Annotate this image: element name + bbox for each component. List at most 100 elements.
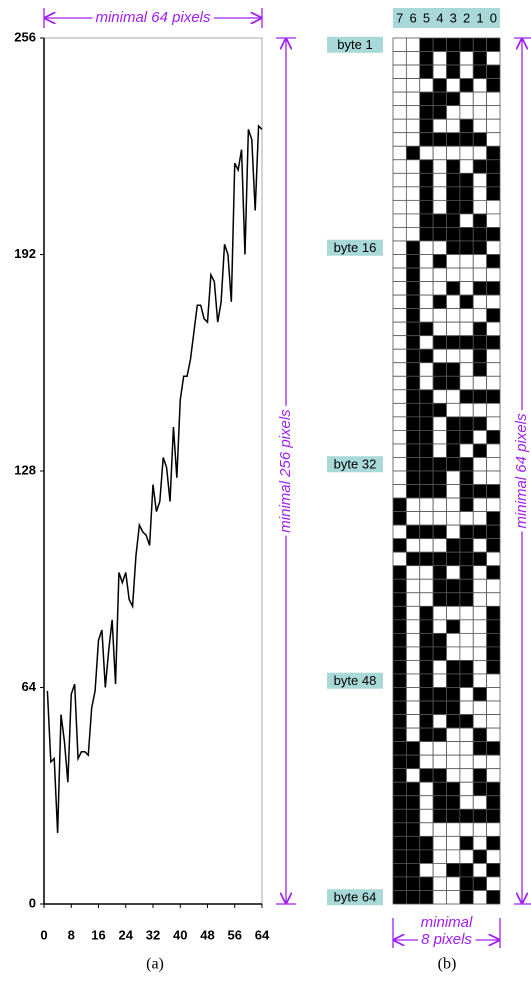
bit-cell: [472, 524, 488, 540]
bit-cell: [486, 538, 501, 553]
bit-cell: [432, 605, 447, 621]
bit-cell: [446, 673, 461, 688]
bit-cell: [405, 822, 421, 837]
bit-cell: [472, 321, 488, 337]
bit-cell: [392, 375, 407, 391]
bit-cell: [392, 863, 407, 878]
bit-cell: [419, 497, 434, 512]
bit-cell: [446, 132, 461, 147]
bit-cell: [459, 105, 474, 120]
bit-cell: [432, 213, 447, 228]
bit-cell: [405, 524, 421, 540]
bit-cell: [459, 78, 474, 93]
bit-cell: [419, 808, 434, 824]
bit-cell: [459, 457, 474, 472]
bit-cell: [459, 497, 474, 512]
bit-cell: [446, 660, 461, 675]
bit-cell: [432, 538, 447, 553]
bit-cell: [432, 646, 447, 661]
bit-cell: [486, 687, 501, 702]
bit-cell: [486, 118, 501, 134]
bit-cell: [472, 890, 488, 905]
bit-cell: [459, 186, 474, 201]
bit-cell: [432, 64, 447, 79]
bit-cell: [486, 78, 501, 93]
bit-cell: [472, 389, 488, 404]
bit-cell: [405, 700, 421, 715]
bit-cell: [472, 660, 488, 675]
bit-cell: [419, 321, 434, 337]
bit-cell: [472, 362, 488, 377]
bit-cell: [419, 578, 434, 594]
bit-cell: [459, 890, 474, 905]
bit-cell: [405, 37, 421, 52]
bit-cell: [432, 619, 447, 634]
bit-cell: [419, 64, 434, 79]
bit-cell: [392, 294, 407, 310]
bit-cell: [446, 592, 461, 607]
bit-cell: [405, 294, 421, 310]
bit-cell: [446, 254, 461, 269]
bit-cell: [472, 240, 488, 255]
bit-cell: [472, 497, 488, 512]
bit-cell: [392, 132, 407, 147]
bit-cell: [459, 565, 474, 580]
bit-cell: [432, 227, 447, 242]
bit-cell: [472, 727, 488, 743]
byte-label-bg: [327, 239, 383, 256]
caption: (b): [438, 956, 457, 973]
bit-cell: [459, 172, 474, 188]
bit-cell: [392, 199, 407, 215]
bit-cell: [432, 348, 447, 364]
bit-cell: [405, 199, 421, 215]
bit-cell: [405, 159, 421, 174]
bit-cell: [472, 308, 488, 323]
bit-cell: [486, 849, 501, 864]
bit-cell: [472, 213, 488, 228]
bit-cell: [405, 308, 421, 323]
label-bg: [274, 405, 296, 536]
bit-cell: [446, 362, 461, 377]
bit-cell: [472, 795, 488, 810]
bit-cell: [459, 145, 474, 161]
bit-cell: [486, 592, 501, 607]
bit-cell: [419, 78, 434, 93]
bit-cell: [472, 700, 488, 715]
bit-cell: [419, 457, 434, 472]
bit-cell: [405, 132, 421, 147]
bit-cell: [419, 660, 434, 675]
bit-cell: [405, 795, 421, 810]
bit-cell: [392, 308, 407, 323]
bit-cell: [419, 781, 434, 797]
bit-cell: [419, 402, 434, 418]
bit-cell: [446, 741, 461, 756]
bit-cell: [432, 416, 447, 431]
bit-cell: [432, 172, 447, 188]
bit-cell: [486, 105, 501, 120]
y-tick-label: 0: [29, 895, 36, 910]
x-tick-label: 56: [228, 927, 242, 942]
bit-header-bg: [393, 8, 500, 28]
dimension-label: minimal 64 pixels: [95, 9, 211, 26]
bit-cell: [432, 497, 447, 512]
bit-cell: [432, 118, 447, 134]
bit-cell: [405, 876, 421, 891]
bit-cell: [472, 430, 488, 445]
bit-cell: [392, 538, 407, 553]
bit-cell: [459, 443, 474, 458]
bit-cell: [419, 632, 434, 648]
x-tick-label: 0: [40, 927, 47, 942]
bit-cell: [472, 78, 488, 93]
bit-cell: [419, 51, 434, 66]
bit-cell: [405, 105, 421, 120]
bit-cell: [446, 348, 461, 364]
bit-cell: [392, 51, 407, 66]
bit-cell: [392, 254, 407, 269]
bit-cell: [392, 687, 407, 702]
bit-cell: [419, 348, 434, 364]
bit-cell: [486, 416, 501, 431]
bit-cell: [405, 362, 421, 377]
bit-cell: [459, 213, 474, 228]
bit-cell: [405, 646, 421, 661]
